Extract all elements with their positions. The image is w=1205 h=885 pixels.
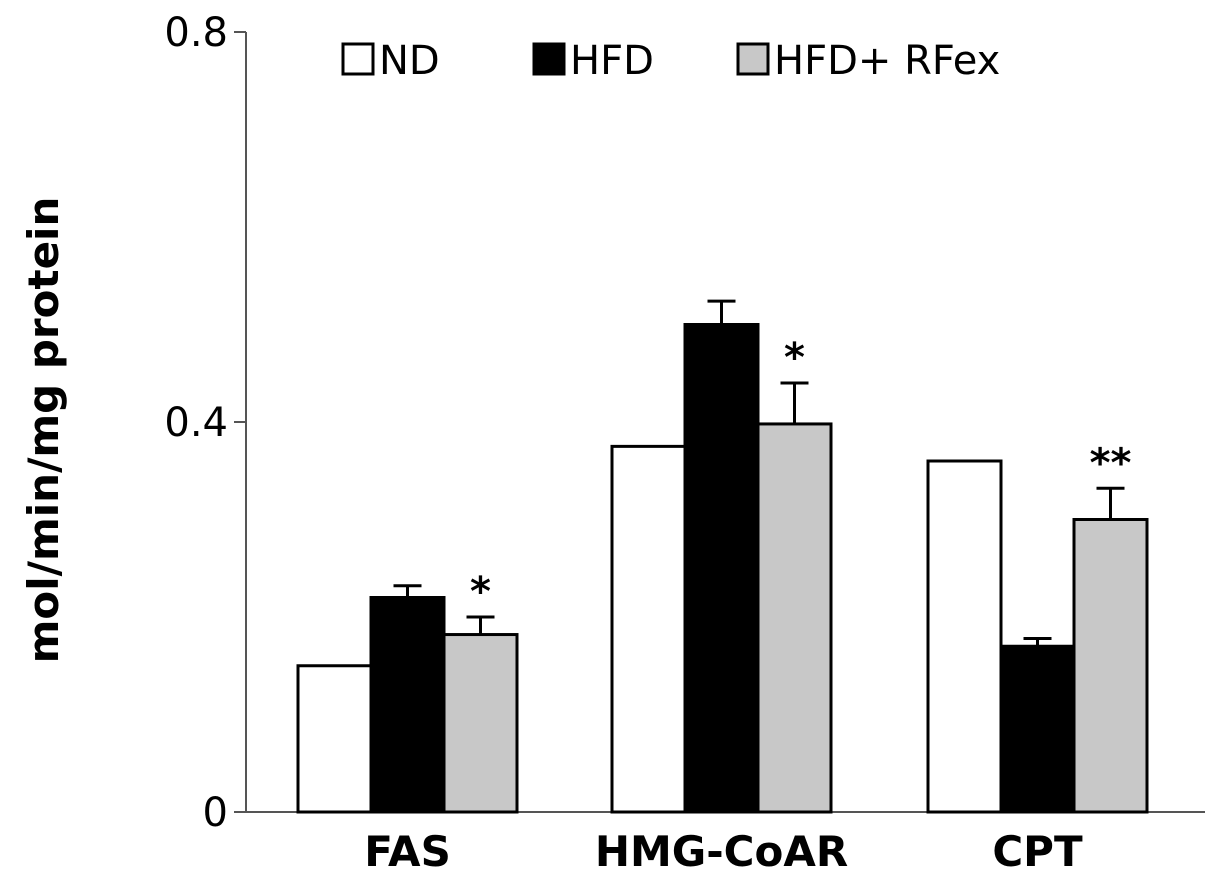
category-labels: FAS HMG-CoAR CPT (364, 827, 1083, 876)
legend-label: HFD+ RFex (774, 38, 1000, 84)
bar (442, 633, 519, 814)
legend-label: ND (379, 38, 440, 84)
legend-label: HFD (570, 38, 654, 84)
y-tick-label: 0.4 (164, 400, 228, 446)
bar (369, 596, 446, 814)
bar (756, 422, 833, 814)
bar (610, 444, 687, 814)
bar (999, 644, 1076, 814)
legend-swatch (736, 42, 770, 76)
legend: ND HFD HFD+ RFex (341, 38, 1000, 84)
category-label: HMG-CoAR (595, 827, 848, 876)
y-tick-label: 0 (203, 790, 228, 836)
significance-marker: * (470, 569, 491, 615)
y-axis-title: mol/min/mg protein (19, 197, 68, 664)
legend-swatch (341, 42, 375, 76)
bar (926, 459, 1003, 814)
bar (1072, 518, 1149, 814)
category-label: FAS (364, 827, 451, 876)
y-ticks: 0 0.4 0.8 (164, 10, 246, 836)
y-tick-label: 0.8 (164, 10, 228, 56)
significance-marker: * (784, 335, 805, 381)
significance-marker: ** (1090, 440, 1132, 486)
bar (296, 664, 373, 814)
category-label: CPT (992, 827, 1083, 876)
bar (683, 323, 760, 814)
bars-group: **** (296, 299, 1149, 814)
legend-swatch (532, 42, 566, 76)
